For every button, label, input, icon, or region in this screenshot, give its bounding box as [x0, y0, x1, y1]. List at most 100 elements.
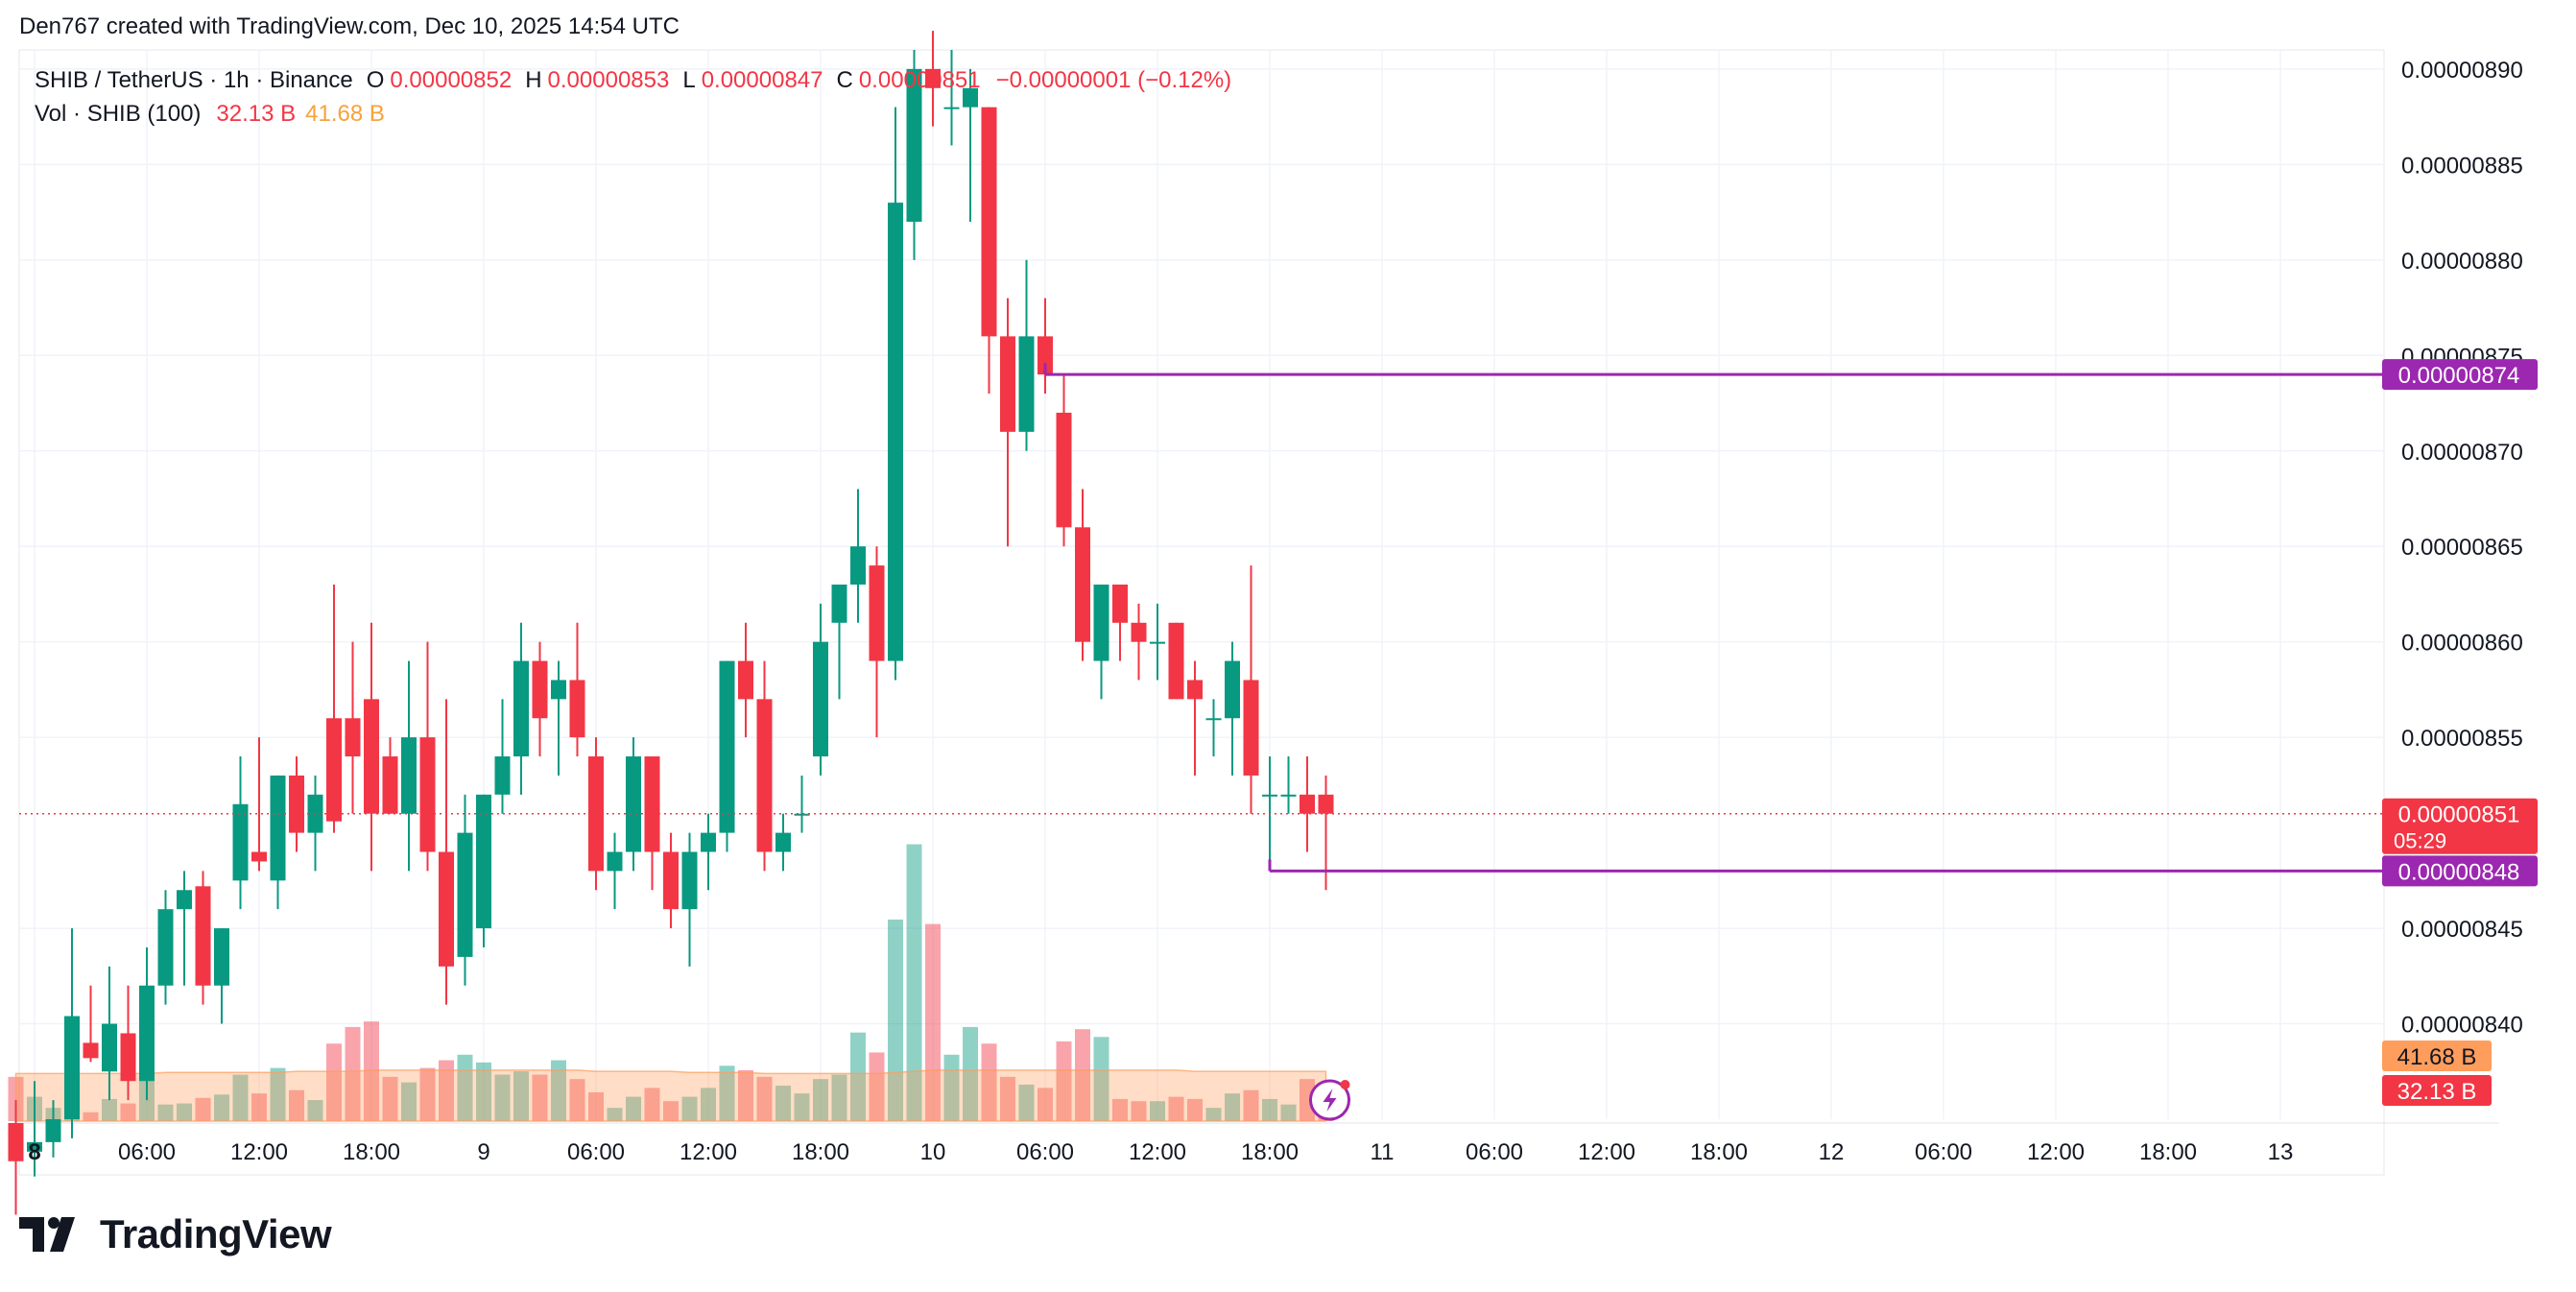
- y-tick-label: 0.00000880: [2401, 249, 2523, 275]
- volume-bar: [494, 1074, 511, 1121]
- volume-bar: [1038, 1088, 1053, 1121]
- x-tick-label: 11: [1371, 1139, 1395, 1165]
- candle-body: [925, 68, 941, 88]
- x-tick-label: 06:00: [1466, 1139, 1523, 1165]
- level-label-bg: [2382, 359, 2538, 391]
- volume-bar: [532, 1074, 548, 1121]
- volume-bar: [1131, 1101, 1147, 1121]
- candle-body: [307, 794, 323, 833]
- high-value: 0.00000853: [547, 67, 670, 93]
- x-tick-label: 12:00: [230, 1139, 288, 1165]
- candle-body: [607, 851, 623, 872]
- axes: 0.000008900.000008850.000008800.00000875…: [28, 58, 2522, 1165]
- candle-body: [1018, 336, 1035, 432]
- chart-credit: Den767 created with TradingView.com, Dec…: [19, 13, 680, 39]
- candle-body: [1262, 794, 1277, 797]
- volume-bar: [102, 1098, 117, 1121]
- volume-value: 32.13 B: [216, 101, 297, 127]
- volume-bar: [1075, 1029, 1090, 1121]
- candle-body: [869, 565, 885, 661]
- candle-body: [888, 203, 903, 661]
- volume-bar: [719, 1065, 735, 1121]
- change-value: −0.00000001 (−0.12%): [995, 67, 1232, 93]
- lightning-icon-dot: [1340, 1080, 1350, 1089]
- volume-bar: [1150, 1101, 1165, 1121]
- candle-body: [476, 794, 491, 929]
- volume-bar: [1000, 1076, 1015, 1121]
- volume-bar: [214, 1094, 229, 1121]
- candle-body: [1243, 680, 1259, 776]
- candle-body: [775, 832, 791, 852]
- volume-bar: [1112, 1098, 1128, 1121]
- candle-body: [850, 546, 866, 585]
- x-tick-label: 18:00: [1241, 1139, 1299, 1165]
- volume-bar: [981, 1043, 997, 1121]
- x-tick-label: 18:00: [792, 1139, 849, 1165]
- candle-body: [139, 985, 155, 1082]
- candle-body: [1168, 622, 1184, 700]
- y-tick-label: 0.00000865: [2401, 535, 2523, 561]
- volume-bar: [1262, 1098, 1277, 1121]
- candle-body: [8, 1122, 24, 1161]
- candle-body: [1112, 585, 1128, 623]
- candle-body: [794, 813, 810, 816]
- candle-body: [177, 890, 192, 910]
- horizontal-levels: [19, 363, 2384, 873]
- high-label: H: [525, 67, 542, 93]
- x-tick-label: 06:00: [1915, 1139, 1972, 1165]
- candle-body: [326, 718, 342, 822]
- x-tick-label: 12:00: [1129, 1139, 1186, 1165]
- candle-body: [1225, 660, 1240, 719]
- candle-body: [1038, 336, 1053, 375]
- open-value: 0.00000852: [390, 67, 513, 93]
- volume-bar: [457, 1054, 473, 1121]
- volume-axis-label: 41.68 B: [2382, 1041, 2492, 1071]
- x-tick-label: 12:00: [2027, 1139, 2085, 1165]
- volume-bar: [326, 1043, 342, 1121]
- volume-bar: [1225, 1093, 1240, 1121]
- volume-bar: [251, 1093, 267, 1121]
- volume-bar: [943, 1054, 960, 1121]
- candle-body: [364, 699, 379, 814]
- candle-body: [1187, 680, 1203, 700]
- volume-ma-fill: [14, 1069, 1327, 1122]
- candle-body: [401, 737, 417, 814]
- candle-body: [626, 756, 641, 852]
- candle-body: [1280, 794, 1297, 797]
- close-value: 0.00000851: [858, 67, 981, 93]
- candle-body: [382, 756, 398, 814]
- candle-body: [1318, 794, 1334, 814]
- volume-bar: [869, 1052, 885, 1121]
- volume-bar: [195, 1097, 211, 1121]
- volume-bar: [756, 1076, 773, 1121]
- tradingview-brand[interactable]: TradingView: [19, 1211, 332, 1257]
- candle-body: [569, 680, 585, 738]
- chart-grid: [18, 49, 2499, 1176]
- volume-bar: [439, 1060, 454, 1121]
- volume-bar: [83, 1112, 99, 1121]
- level-price-label: 0.00000848: [2382, 855, 2538, 887]
- x-tick-label: 9: [477, 1139, 489, 1165]
- candle-body: [532, 660, 548, 719]
- candle-body: [981, 107, 997, 337]
- volume-bar: [850, 1032, 866, 1121]
- y-tick-label: 0.00000890: [2401, 58, 2523, 84]
- volume-bar: [364, 1021, 379, 1121]
- x-tick-label: 06:00: [567, 1139, 625, 1165]
- level-label-text: 0.00000874: [2398, 363, 2520, 389]
- volume-bar: [701, 1088, 716, 1121]
- current-price-bg: [2382, 798, 2538, 854]
- x-tick-label: 13: [2268, 1139, 2294, 1165]
- x-tick-label: 18:00: [2139, 1139, 2197, 1165]
- symbol-label[interactable]: SHIB / TetherUS · 1h · Binance: [35, 67, 353, 93]
- volume-bar: [888, 920, 903, 1121]
- volume-bar: [813, 1079, 828, 1121]
- candle-body: [27, 1141, 42, 1152]
- volume-indicator-label[interactable]: Vol · SHIB (100): [35, 101, 202, 127]
- volume-bar: [419, 1067, 436, 1121]
- candle-body: [251, 851, 267, 862]
- chart-extras: [1309, 1079, 1350, 1121]
